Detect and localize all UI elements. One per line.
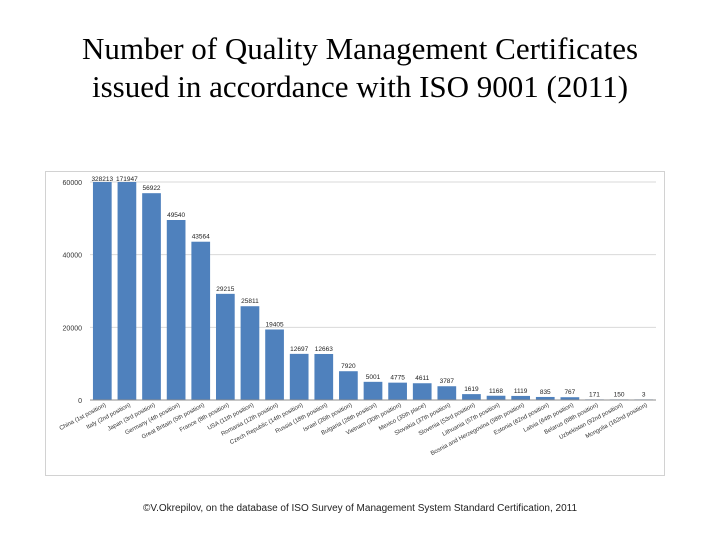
bar — [240, 306, 260, 400]
bar — [412, 383, 432, 400]
bar — [191, 241, 211, 400]
bar-chart: 0 20000 40000 60000 328213 171947 56922 49540 4… — [59, 176, 656, 457]
x-axis-tick-labels: China (1st position)Italy (2nd position)… — [59, 402, 649, 457]
bar — [142, 193, 161, 400]
value-label: 171947 — [116, 176, 138, 183]
value-label: 49540 — [167, 212, 185, 219]
value-label: 29215 — [216, 286, 234, 293]
y-axis-tick-labels: 0 20000 40000 60000 — [63, 180, 83, 405]
chart-frame: 0 20000 40000 60000 328213 171947 56922 49540 4… — [45, 171, 665, 476]
y-tick-label: 20000 — [63, 325, 83, 332]
value-labels: 328213 171947 56922 49540 43564 29215 25811 194… — [91, 176, 645, 398]
bar — [363, 381, 383, 400]
value-label: 5001 — [366, 374, 381, 381]
value-label: 767 — [564, 389, 575, 396]
bar — [462, 394, 481, 400]
bar — [535, 396, 555, 400]
value-label: 1168 — [489, 388, 503, 395]
bar — [486, 395, 506, 400]
bar — [92, 182, 112, 400]
value-label: 328213 — [91, 176, 113, 183]
bar — [166, 220, 186, 400]
value-label: 4775 — [390, 375, 405, 382]
value-label: 835 — [540, 389, 551, 396]
bar — [560, 397, 580, 400]
bar — [388, 382, 407, 400]
bar — [511, 395, 531, 400]
bar — [265, 329, 284, 400]
value-label: 1619 — [464, 386, 479, 393]
value-label: 7920 — [341, 363, 356, 370]
bar — [289, 353, 309, 400]
value-label: 12697 — [290, 346, 308, 353]
source-caption: ©V.Okrepilov, on the database of ISO Sur… — [142, 503, 578, 514]
value-label: 19405 — [266, 321, 284, 328]
value-label: 56922 — [142, 185, 160, 192]
y-tick-label: 40000 — [63, 253, 83, 260]
bar — [314, 353, 334, 400]
value-label: 150 — [614, 391, 625, 398]
bar — [437, 386, 457, 400]
y-tick-label: 0 — [78, 398, 82, 405]
bar — [117, 182, 137, 400]
slide-title: Number of Quality Management Certificate… — [81, 31, 639, 104]
value-label: 12663 — [315, 346, 333, 353]
value-label: 171 — [589, 391, 600, 398]
value-label: 4611 — [415, 375, 429, 382]
value-label: 3 — [642, 391, 646, 398]
value-label: 1119 — [514, 388, 528, 395]
value-label: 3787 — [440, 378, 455, 385]
value-label: 25811 — [241, 298, 259, 305]
bar — [215, 293, 235, 400]
y-tick-label: 60000 — [63, 180, 83, 187]
bar — [339, 371, 358, 400]
value-label: 43564 — [192, 234, 210, 241]
bars — [92, 182, 654, 400]
